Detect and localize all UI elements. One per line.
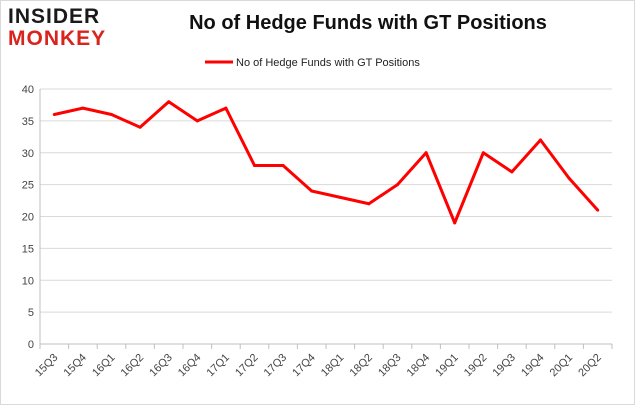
- x-tick-label: 17Q4: [290, 352, 318, 380]
- y-tick-label: 5: [28, 307, 34, 319]
- data-point: [52, 113, 56, 116]
- x-tick-label: 15Q3: [33, 352, 61, 380]
- x-tick-label: 18Q2: [347, 352, 375, 380]
- data-point: [510, 170, 514, 174]
- x-tick-label: 16Q4: [176, 352, 204, 380]
- x-tick-label: 16Q1: [90, 352, 118, 380]
- data-point: [396, 183, 399, 187]
- series-line: [53, 100, 599, 225]
- data-point: [138, 125, 142, 129]
- x-tick-label: 18Q3: [376, 352, 404, 380]
- x-tick-label: 17Q3: [262, 352, 290, 380]
- data-point: [539, 138, 542, 142]
- data-point: [481, 151, 485, 155]
- data-point: [567, 176, 571, 180]
- y-axis-ticks: 0 5 10 15 20 25 30 35 40: [22, 84, 34, 351]
- y-tick-label: 20: [22, 212, 34, 224]
- x-tick-label: 19Q3: [490, 352, 518, 380]
- logo-line-2: MONKEY: [8, 27, 107, 50]
- data-point: [596, 208, 600, 212]
- x-tick-label: 17Q1: [204, 352, 232, 380]
- chart-title: No of Hedge Funds with GT Positions: [189, 12, 547, 34]
- data-point: [253, 164, 256, 167]
- data-point: [195, 119, 199, 123]
- data-point: [110, 113, 113, 116]
- data-point: [367, 202, 371, 206]
- series-layer: [52, 100, 600, 225]
- data-point: [338, 195, 342, 199]
- y-tick-label: 0: [28, 339, 34, 351]
- data-point: [281, 164, 285, 167]
- insider-monkey-logo: INSIDER MONKEY: [8, 6, 114, 50]
- x-tick-label: 16Q2: [119, 352, 147, 380]
- y-tick-label: 40: [22, 84, 34, 96]
- x-axis-ticks: 15Q3 15Q4 16Q1 16Q2 16Q3 16Q4 17Q1 17Q2 17Q3 17Q4…: [33, 344, 613, 380]
- x-tick-label: 18Q4: [405, 352, 433, 380]
- x-tick-label: 19Q1: [433, 352, 461, 380]
- x-tick-label: 18Q1: [319, 352, 347, 380]
- data-point: [81, 106, 85, 110]
- data-point: [224, 106, 228, 110]
- grid-lines: [39, 88, 612, 345]
- x-tick-label: 16Q3: [147, 352, 175, 380]
- data-point: [310, 189, 314, 193]
- x-tick-label: 20Q1: [548, 352, 576, 380]
- y-tick-label: 25: [22, 180, 34, 192]
- x-tick-label: 20Q2: [576, 352, 604, 380]
- x-tick-label: 15Q4: [61, 352, 89, 380]
- y-tick-label: 35: [22, 116, 34, 128]
- logo-line-1: INSIDER: [8, 5, 101, 28]
- x-tick-label: 17Q2: [233, 352, 261, 380]
- y-tick-label: 30: [22, 148, 34, 160]
- data-point: [167, 100, 171, 104]
- y-tick-label: 15: [22, 243, 34, 255]
- x-tick-label: 19Q2: [462, 352, 490, 380]
- data-point: [424, 151, 428, 155]
- legend: No of Hedge Funds with GT Positions: [205, 57, 420, 69]
- legend-label: No of Hedge Funds with GT Positions: [236, 57, 420, 69]
- data-point: [453, 221, 457, 225]
- y-tick-label: 10: [22, 275, 34, 287]
- x-tick-label: 19Q4: [519, 352, 547, 380]
